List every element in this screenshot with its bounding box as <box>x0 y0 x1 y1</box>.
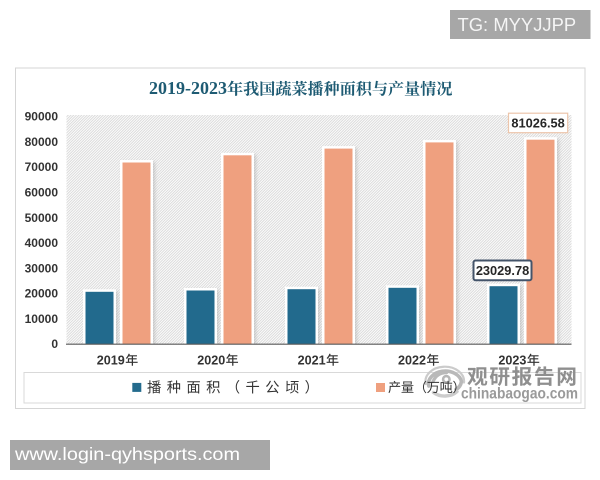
svg-text:2019: 2019 <box>97 354 125 368</box>
svg-text:60000: 60000 <box>25 186 59 200</box>
svg-text:80000: 80000 <box>25 135 59 149</box>
svg-text:70000: 70000 <box>25 160 59 174</box>
svg-text:TG: MYYJJPP: TG: MYYJJPP <box>458 14 577 35</box>
svg-text:2021: 2021 <box>298 354 326 368</box>
svg-text:50000: 50000 <box>25 211 59 225</box>
svg-text:2019-2023: 2019-2023 <box>149 78 227 98</box>
svg-text:90000: 90000 <box>25 110 59 124</box>
svg-text:chinabaogao.com: chinabaogao.com <box>461 386 578 403</box>
svg-text:30000: 30000 <box>25 261 59 275</box>
svg-text:81026.58: 81026.58 <box>511 116 564 131</box>
svg-text:23029.78: 23029.78 <box>476 263 529 278</box>
svg-text:0: 0 <box>51 337 58 351</box>
svg-text:2020: 2020 <box>197 354 225 368</box>
svg-text:2022: 2022 <box>398 354 426 368</box>
svg-text:20000: 20000 <box>25 287 59 301</box>
svg-text:2023: 2023 <box>498 354 526 368</box>
svg-text:10000: 10000 <box>25 312 59 326</box>
svg-text:40000: 40000 <box>25 236 59 250</box>
svg-text:www.login-qyhsports.com: www.login-qyhsports.com <box>14 444 240 464</box>
